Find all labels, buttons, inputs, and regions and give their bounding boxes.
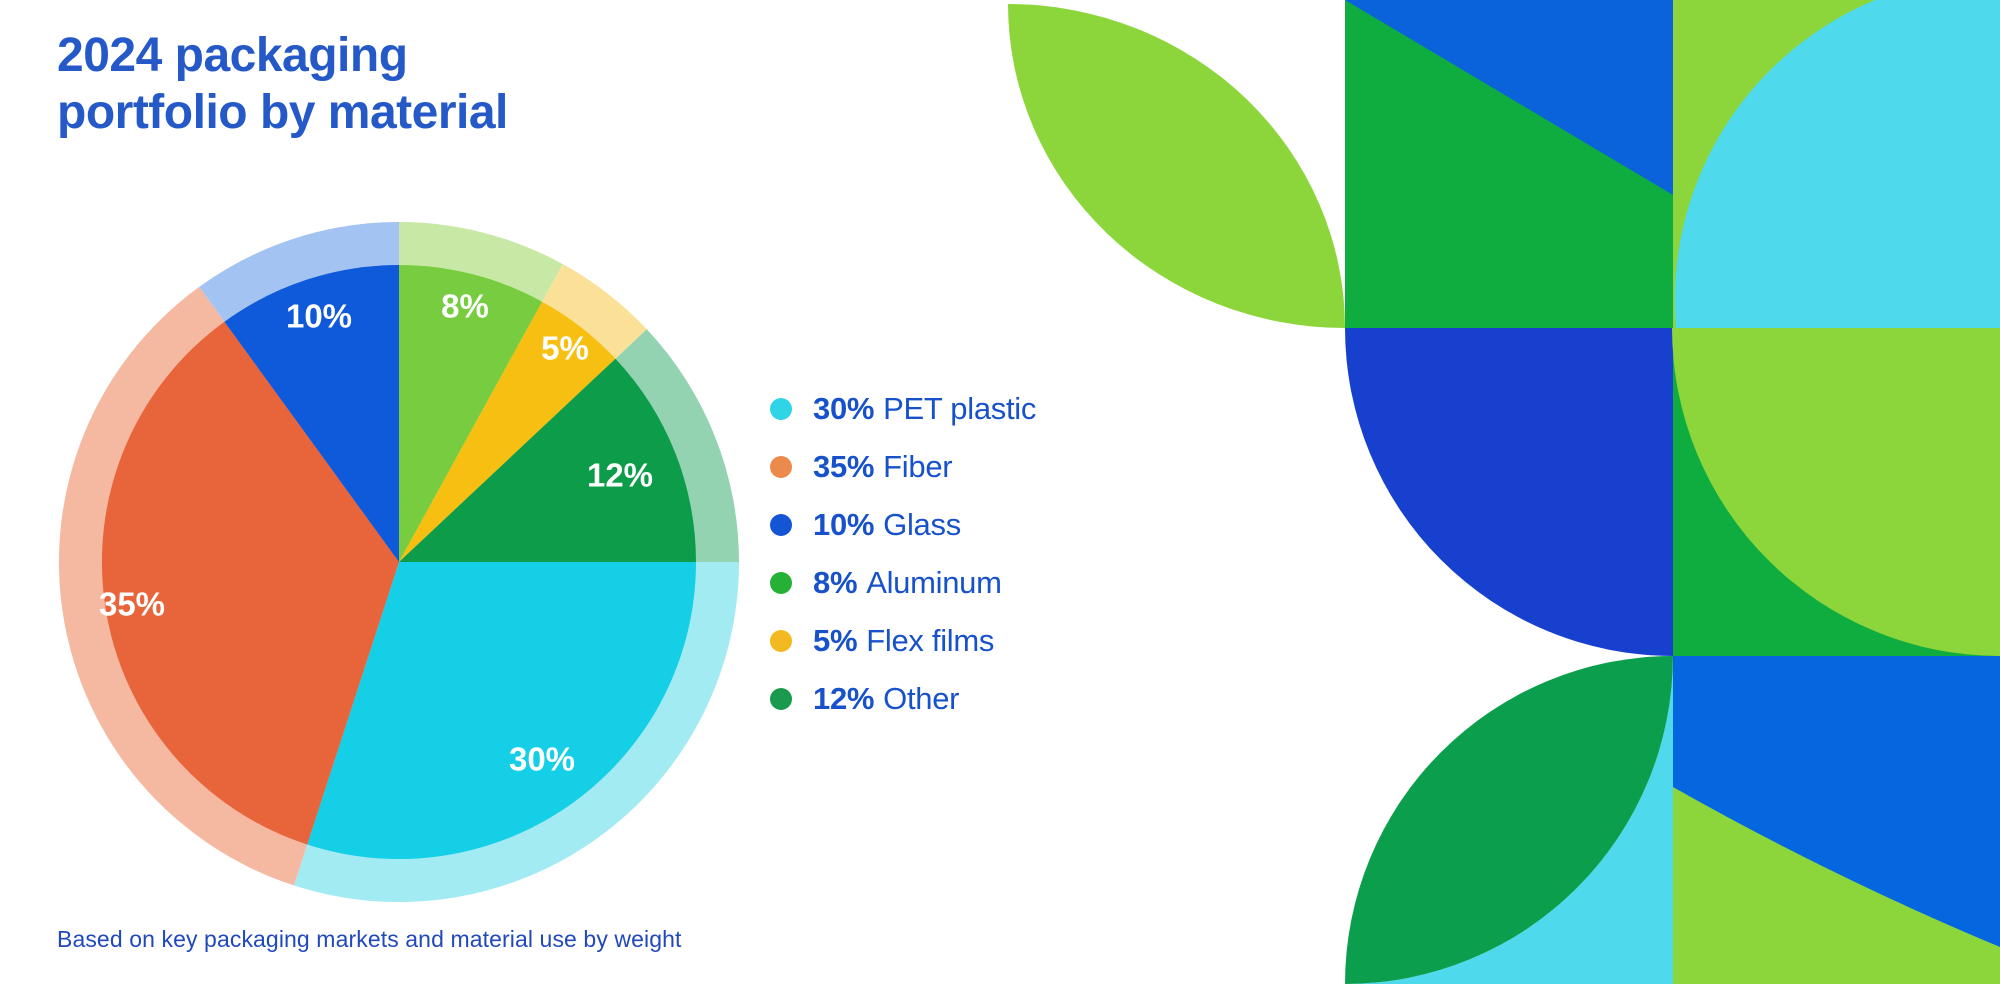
corner-fill-cyan	[1345, 656, 1673, 984]
pie-slice-pet-plastic	[307, 562, 697, 860]
legend-label: Glass	[883, 507, 961, 542]
legend-dot-icon	[770, 398, 792, 420]
legend-label: Other	[883, 681, 960, 716]
legend-percent: 12%	[813, 681, 875, 716]
pie-slice-label: 35%	[99, 586, 165, 623]
leaf-shape-green	[1345, 656, 1673, 984]
page-title-line-2: portfolio by material	[57, 85, 508, 139]
legend-dot-icon	[770, 514, 792, 536]
legend-label: Aluminum	[866, 565, 1002, 600]
page-title: 2024 packaging portfolio by material	[57, 28, 508, 141]
legend-item-flex-films: 5% Flex films	[770, 612, 1036, 670]
legend-item-pet-plastic: 30% PET plastic	[770, 380, 1036, 438]
pie-slice-label: 12%	[587, 457, 653, 494]
pie-slice-fiber	[101, 321, 399, 845]
pie-slice-label: 10%	[286, 298, 352, 335]
legend-percent: 30%	[813, 391, 875, 426]
pie-slice-other	[399, 358, 696, 562]
legend-label: PET plastic	[883, 391, 1037, 426]
pie-slice-label: 5%	[541, 330, 589, 367]
page-title-line-1: 2024 packaging	[57, 29, 408, 82]
pie-slice-flex-films	[399, 301, 616, 562]
legend-label: Flex films	[866, 623, 995, 658]
chart-legend: 30% PET plastic 35% Fiber 10% Glass 8% Aluminum…	[770, 380, 1036, 728]
pie-slice-label: 8%	[441, 288, 489, 325]
pie-chart: 8% 5% 12% 30% 35% 10%	[58, 222, 739, 903]
quarter-disc-indigo	[1345, 328, 1673, 656]
legend-dot-icon	[770, 572, 792, 594]
legend-dot-icon	[770, 630, 792, 652]
pie-slice-glass	[224, 265, 399, 562]
legend-percent: 10%	[813, 507, 875, 542]
legend-percent: 35%	[813, 449, 875, 484]
leaf-shape-lime	[1008, 4, 1345, 328]
triangle-blue	[1345, 0, 1673, 195]
pie-slice-aluminum	[399, 265, 543, 562]
wedge-azure	[1673, 656, 2000, 947]
legend-item-aluminum: 8% Aluminum	[770, 554, 1036, 612]
legend-dot-icon	[770, 456, 792, 478]
legend-label: Fiber	[883, 449, 953, 484]
legend-item-glass: 10% Glass	[770, 496, 1036, 554]
decorative-pattern	[1008, 0, 2000, 984]
legend-percent: 8%	[813, 565, 858, 600]
legend-dot-icon	[770, 688, 792, 710]
legend-item-fiber: 35% Fiber	[770, 438, 1036, 496]
pie-slice-label: 30%	[509, 741, 575, 778]
legend-percent: 5%	[813, 623, 858, 658]
chart-footnote: Based on key packaging markets and mater…	[57, 926, 682, 952]
legend-item-other: 12% Other	[770, 670, 1036, 728]
rounded-corner-cyan	[1674, 0, 2000, 328]
quarter-disc-lime	[1672, 328, 2000, 656]
